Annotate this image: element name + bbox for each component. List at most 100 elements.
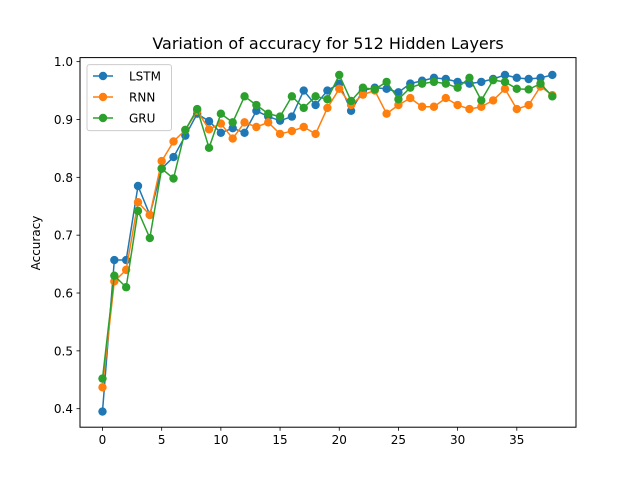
data-point-rnn [299,122,308,132]
data-point-gru [417,79,427,88]
plot-frame [79,57,577,428]
data-point-rnn [358,90,368,99]
data-point-lstm [169,152,178,162]
data-point-gru [228,118,237,127]
data-point-gru [512,84,522,94]
data-point-gru [275,112,285,121]
data-point-gru [358,83,368,92]
x-tick-label: 15 [272,433,287,447]
data-point-gru [382,77,391,87]
data-point-lstm [477,77,486,87]
data-point-gru [477,96,486,105]
data-point-lstm [311,100,320,110]
data-point-gru [133,206,143,216]
data-point-gru [370,85,379,94]
y-tick-label: 1.0 [54,55,73,69]
data-point-gru [429,77,439,87]
data-point-rnn [133,198,143,207]
data-point-gru [157,164,166,173]
x-tick-label: 25 [391,433,406,447]
data-point-rnn [145,210,155,220]
data-point-gru [441,79,450,88]
data-point-gru [181,125,190,135]
legend-marker-lstm [98,71,108,81]
data-point-gru [346,96,356,106]
x-tick-label: 10 [213,433,228,447]
data-point-lstm [204,117,214,126]
legend-label-lstm: LSTM [129,70,161,84]
data-point-rnn [500,84,510,94]
data-point-gru [524,85,533,94]
data-point-gru [121,283,131,292]
data-point-gru [169,174,178,183]
data-point-rnn [394,100,403,110]
data-point-rnn [335,84,344,94]
data-point-lstm [500,70,510,80]
x-tick-label: 35 [509,433,524,447]
y-tick-label: 0.7 [54,229,73,243]
data-point-rnn [311,129,320,139]
data-point-rnn [524,100,533,110]
data-point-rnn [441,93,450,103]
x-tick-label: 5 [158,433,166,447]
data-point-rnn [169,137,178,146]
data-point-gru [145,233,155,243]
data-point-rnn [323,103,332,113]
data-point-rnn [488,96,498,105]
data-point-lstm [98,407,107,416]
data-point-gru [192,104,202,114]
x-axis-ticks: 0 5 10 15 20 25 30 35 [99,427,524,447]
data-point-gru [548,92,557,101]
data-point-gru [98,374,107,383]
data-point-gru [335,70,344,80]
data-point-gru [500,77,510,87]
data-point-lstm [453,77,462,87]
data-point-gru [204,143,214,153]
data-point-gru [299,103,308,113]
legend-label-gru: GRU [129,112,155,126]
data-point-lstm [346,106,356,116]
legend-marker-gru [98,113,108,123]
data-point-lstm [287,112,297,121]
legend-item-rnn: RNN [93,91,155,105]
y-tick-label: 0.5 [54,344,73,358]
data-point-lstm [394,88,403,97]
data-point-gru [252,100,261,110]
x-tick-label: 0 [99,433,107,447]
data-point-rnn [157,156,166,166]
data-point-gru [287,92,297,101]
data-point-lstm [524,74,533,84]
data-point-lstm [548,70,557,80]
y-tick-label: 0.6 [54,287,73,301]
data-point-rnn [465,104,474,114]
data-point-rnn [453,100,462,110]
data-point-lstm [299,86,308,95]
series-gru [98,70,557,383]
y-tick-label: 0.4 [54,402,73,416]
data-point-rnn [382,109,391,118]
data-point-rnn [417,102,427,111]
x-tick-label: 20 [332,433,347,447]
data-point-rnn [275,129,285,139]
data-point-rnn [204,125,214,134]
y-tick-label: 0.8 [54,171,73,185]
data-point-gru [311,92,320,101]
data-point-lstm [252,106,261,116]
data-point-gru [323,95,332,104]
data-point-lstm [536,73,545,83]
data-point-lstm [216,128,226,137]
data-point-lstm [323,86,332,95]
data-point-rnn [287,126,297,136]
data-point-gru [453,83,462,92]
chart-title: Variation of accuracy for 512 Hidden Lay… [152,34,503,53]
data-point-rnn [512,104,522,114]
data-point-gru [406,83,415,92]
legend-box [86,64,172,132]
data-point-gru [394,95,403,104]
legend: LSTM RNN GRU [86,64,172,132]
data-point-rnn [240,118,249,127]
data-point-rnn [228,134,237,143]
data-point-rnn [98,383,107,392]
data-point-gru [264,109,273,118]
